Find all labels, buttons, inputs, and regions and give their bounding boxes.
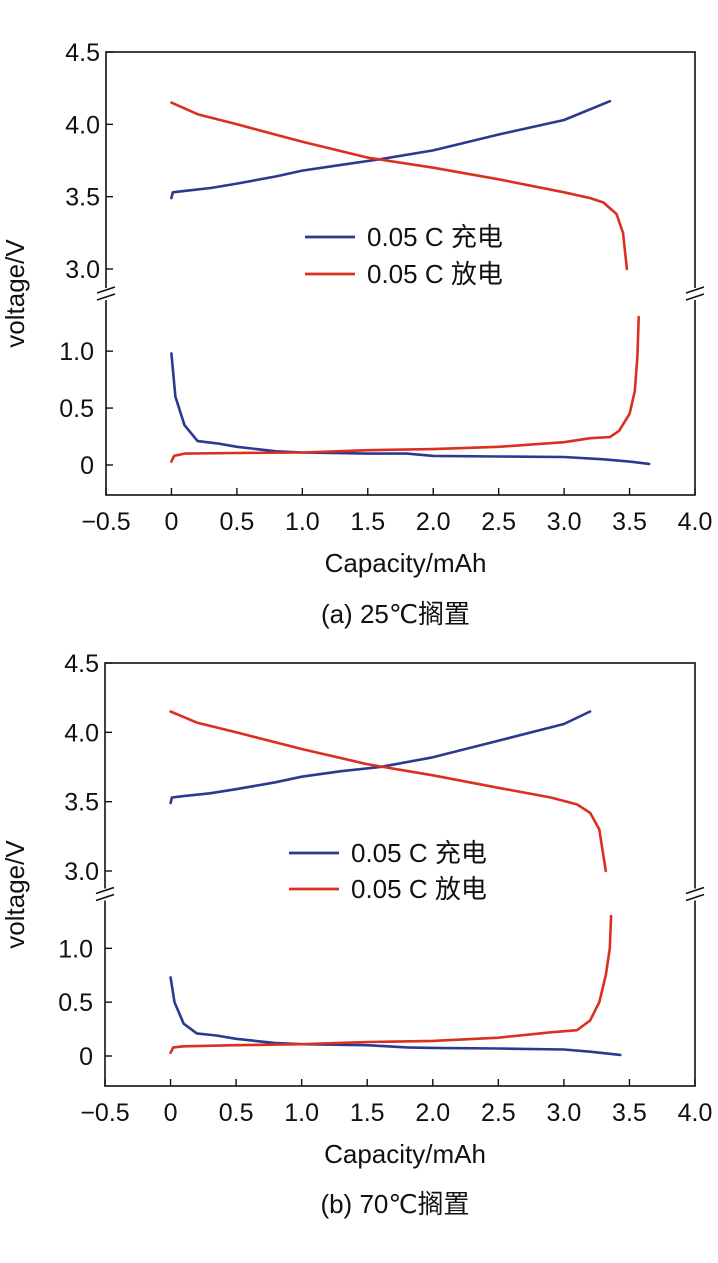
x-tick-label: 0	[164, 508, 178, 536]
y-tick-label: 4.5	[65, 39, 100, 67]
y-tick-label: 3.5	[65, 184, 100, 212]
x-tick-label: −0.5	[80, 1099, 129, 1127]
x-tick-label: 3.5	[612, 1099, 647, 1127]
series-line-upper	[169, 710, 608, 873]
y-tick-label: 0	[79, 1043, 93, 1071]
x-tick-label: 3.5	[612, 508, 647, 536]
axis-break-mark	[96, 293, 116, 301]
x-tick-label: 3.0	[547, 508, 582, 536]
chart-panel-0: −0.5 0 0.5 1.0 1.5 2.0 2.5 3.0 3.5 4.0 3.0 3.5 4.0 4.…	[0, 39, 712, 629]
axis-break-mark	[685, 286, 705, 294]
series-line-lower	[170, 352, 651, 466]
axis-break-mark	[685, 293, 705, 301]
x-tick-label: 1.0	[285, 508, 320, 536]
x-tick-label: 4.0	[678, 1099, 713, 1127]
legend-label: 0.05 C 充电	[351, 838, 487, 868]
series-line-lower	[170, 315, 641, 463]
plot-frame	[104, 662, 696, 1087]
y-axis-label: voltage/V	[0, 840, 30, 949]
y-tick-label: 1.0	[58, 935, 93, 963]
series-line-upper	[170, 101, 629, 271]
x-tick-label: 2.5	[481, 508, 516, 536]
plot-frame	[105, 51, 696, 496]
y-axis-label: voltage/V	[0, 239, 30, 348]
axis-break-mark	[685, 893, 705, 902]
y-tick-label: 0	[80, 452, 94, 480]
x-tick-label: 0	[164, 1099, 178, 1127]
x-tick-label: 0.5	[220, 508, 255, 536]
series-line-upper	[170, 99, 612, 200]
y-tick-label: 4.0	[64, 719, 99, 747]
y-tick-label: 1.0	[59, 338, 94, 366]
axis-break-mark	[685, 886, 705, 895]
x-tick-label: 1.5	[350, 1099, 385, 1127]
x-tick-label: 2.0	[416, 508, 451, 536]
series-line-upper	[169, 710, 592, 805]
y-tick-label: 4.5	[64, 650, 99, 678]
figure-caption: (a) 25℃搁置	[321, 599, 470, 629]
y-tick-label: 0.5	[58, 989, 93, 1017]
x-tick-label: 4.0	[678, 508, 713, 536]
y-tick-label: 3.0	[64, 858, 99, 886]
y-tick-label: 4.0	[65, 111, 100, 139]
x-axis-label: Capacity/mAh	[325, 548, 487, 578]
x-tick-label: 3.0	[547, 1099, 582, 1127]
y-tick-label: 3.5	[64, 789, 99, 817]
x-axis-label: Capacity/mAh	[324, 1139, 486, 1169]
series-line-lower	[169, 976, 622, 1057]
x-tick-label: 2.5	[481, 1099, 516, 1127]
figure-caption: (b) 70℃搁置	[320, 1189, 469, 1219]
series-line-lower	[169, 914, 613, 1055]
x-tick-label: 1.0	[284, 1099, 319, 1127]
chart-panel-1: −0.5 0 0.5 1.0 1.5 2.0 2.5 3.0 3.5 4.0 3.0 3.5 4.0 4.…	[0, 650, 712, 1219]
y-tick-label: 0.5	[59, 395, 94, 423]
legend-label: 0.05 C 充电	[367, 222, 503, 252]
x-tick-label: 1.5	[350, 508, 385, 536]
axis-break-mark	[96, 286, 116, 294]
x-tick-label: −0.5	[81, 508, 130, 536]
axis-break-mark	[95, 886, 115, 895]
x-tick-label: 2.0	[415, 1099, 450, 1127]
x-tick-label: 0.5	[219, 1099, 254, 1127]
axis-break-mark	[95, 893, 115, 902]
y-tick-label: 3.0	[65, 256, 100, 284]
legend-label: 0.05 C 放电	[351, 874, 487, 904]
legend-label: 0.05 C 放电	[367, 259, 503, 289]
